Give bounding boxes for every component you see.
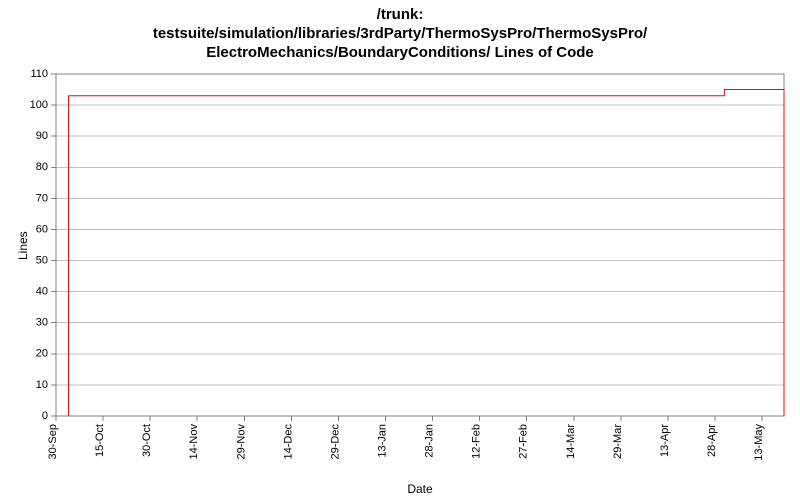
svg-text:0: 0 xyxy=(42,410,48,422)
svg-text:27-Feb: 27-Feb xyxy=(518,424,530,459)
svg-text:29-Dec: 29-Dec xyxy=(329,424,341,460)
svg-text:14-Mar: 14-Mar xyxy=(565,424,577,459)
plot-svg: 0 10 20 30 40 50 60 70 80 90 100 110 30-Sep 15-Oct 30-… xyxy=(0,0,800,500)
title-line-2: testsuite/simulation/libraries/3rdParty/… xyxy=(153,25,647,42)
svg-text:29-Nov: 29-Nov xyxy=(235,424,247,460)
svg-text:40: 40 xyxy=(36,286,48,298)
svg-text:13-Jan: 13-Jan xyxy=(376,424,388,458)
svg-text:28-Apr: 28-Apr xyxy=(706,424,718,457)
svg-text:100: 100 xyxy=(30,99,48,111)
svg-text:20: 20 xyxy=(36,348,48,360)
svg-text:30-Sep: 30-Sep xyxy=(47,424,59,459)
y-axis-label: Lines xyxy=(16,231,30,260)
title-line-3: ElectroMechanics/BoundaryConditions/ Lin… xyxy=(206,44,594,61)
svg-text:10: 10 xyxy=(36,379,48,391)
svg-text:70: 70 xyxy=(36,192,48,204)
svg-text:14-Dec: 14-Dec xyxy=(282,424,294,460)
svg-text:13-May: 13-May xyxy=(753,424,765,461)
svg-text:80: 80 xyxy=(36,161,48,173)
svg-text:30: 30 xyxy=(36,317,48,329)
title-line-1: /trunk: xyxy=(377,6,424,23)
svg-text:110: 110 xyxy=(30,68,48,80)
svg-text:13-Apr: 13-Apr xyxy=(659,424,671,457)
chart-title: /trunk: testsuite/simulation/libraries/3… xyxy=(0,6,800,62)
svg-text:90: 90 xyxy=(36,130,48,142)
svg-text:50: 50 xyxy=(36,254,48,266)
svg-text:60: 60 xyxy=(36,223,48,235)
svg-text:12-Feb: 12-Feb xyxy=(471,424,483,459)
loc-line-chart: /trunk: testsuite/simulation/libraries/3… xyxy=(0,0,800,500)
svg-text:30-Oct: 30-Oct xyxy=(141,424,153,457)
svg-text:14-Nov: 14-Nov xyxy=(188,424,200,460)
x-axis-label: Date xyxy=(56,482,784,496)
svg-text:28-Jan: 28-Jan xyxy=(424,424,436,458)
svg-text:29-Mar: 29-Mar xyxy=(612,424,624,459)
svg-text:15-Oct: 15-Oct xyxy=(94,424,106,457)
